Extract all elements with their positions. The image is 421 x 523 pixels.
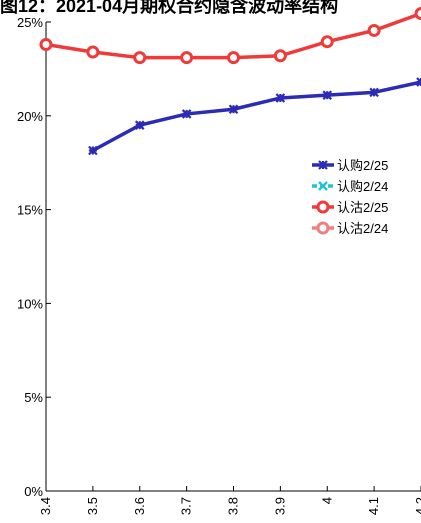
series-0 <box>88 77 421 156</box>
legend: 认购2/25 认购2/24 认沽2/25 认沽2/24 <box>312 158 388 236</box>
legend-item: 认购2/25 <box>312 158 388 173</box>
marker-stroke <box>275 93 286 103</box>
legend-item: 认沽2/25 <box>312 200 388 215</box>
x-tick-label: 3.5 <box>85 497 100 515</box>
marker-stroke <box>134 120 145 130</box>
legend-item: 认沽2/24 <box>312 221 388 236</box>
data-point <box>228 104 239 115</box>
series-layer <box>39 7 421 156</box>
data-point <box>414 7 421 21</box>
legend-label: 认沽2/24 <box>337 221 388 236</box>
marker-stroke <box>416 77 421 84</box>
legend-label: 认沽2/25 <box>337 200 388 215</box>
chart-title: 图12：2021-04月期权合约隐含波动率结构 <box>0 0 339 16</box>
legend-marker <box>318 181 328 191</box>
x-tick-label: 3.4 <box>38 497 53 515</box>
data-point <box>367 23 381 37</box>
x-tick-label: 3.9 <box>272 497 287 515</box>
y-tick-label: 0% <box>24 484 43 499</box>
x-tick-label: 3.8 <box>226 497 241 515</box>
data-point <box>134 120 145 130</box>
legend-label: 认购2/24 <box>337 179 388 194</box>
data-point <box>322 90 333 100</box>
marker-stroke <box>318 181 328 191</box>
legend-label: 认购2/25 <box>337 158 388 173</box>
data-point <box>416 77 421 87</box>
series-line <box>92 80 421 153</box>
marker-stroke <box>228 104 239 115</box>
x-tick-label: 3.7 <box>179 497 194 515</box>
marker-stroke <box>322 90 333 100</box>
x-tick-label: 3.6 <box>132 497 147 515</box>
series-2 <box>39 7 421 65</box>
x-tick-label: 4.2 <box>413 497 421 515</box>
y-tick-label: 5% <box>24 390 43 405</box>
y-tick-label: 25% <box>17 15 43 30</box>
data-point <box>369 87 379 98</box>
marker-stroke <box>181 109 192 119</box>
y-tick-label: 10% <box>17 296 43 311</box>
data-point <box>88 145 98 156</box>
data-point <box>227 51 240 65</box>
data-point <box>180 51 194 65</box>
data-point <box>133 51 147 65</box>
data-point <box>86 45 100 59</box>
legend-item: 认购2/24 <box>312 179 388 194</box>
x-tick-label: 4.1 <box>366 497 381 515</box>
data-point <box>275 93 286 103</box>
legend-marker <box>316 221 330 235</box>
series-line <box>45 11 421 60</box>
data-point <box>39 38 53 52</box>
x-axis: 3.4 3.5 3.6 3.7 3.8 3.9 4 4.1 4.2 <box>38 486 421 515</box>
marker-stroke <box>88 145 98 156</box>
marker-stroke <box>318 160 328 170</box>
x-tick-label: 4 <box>319 497 334 504</box>
legend-marker <box>318 160 328 170</box>
data-point <box>181 109 192 119</box>
marker-stroke <box>369 87 379 98</box>
data-point <box>320 35 334 49</box>
legend-marker <box>316 200 330 214</box>
y-axis: 0% 5% 10% 15% 20% 25% <box>17 15 51 499</box>
y-tick-label: 15% <box>17 203 43 218</box>
y-tick-label: 20% <box>17 109 43 124</box>
marker-stroke <box>416 80 421 87</box>
data-point <box>273 49 287 63</box>
